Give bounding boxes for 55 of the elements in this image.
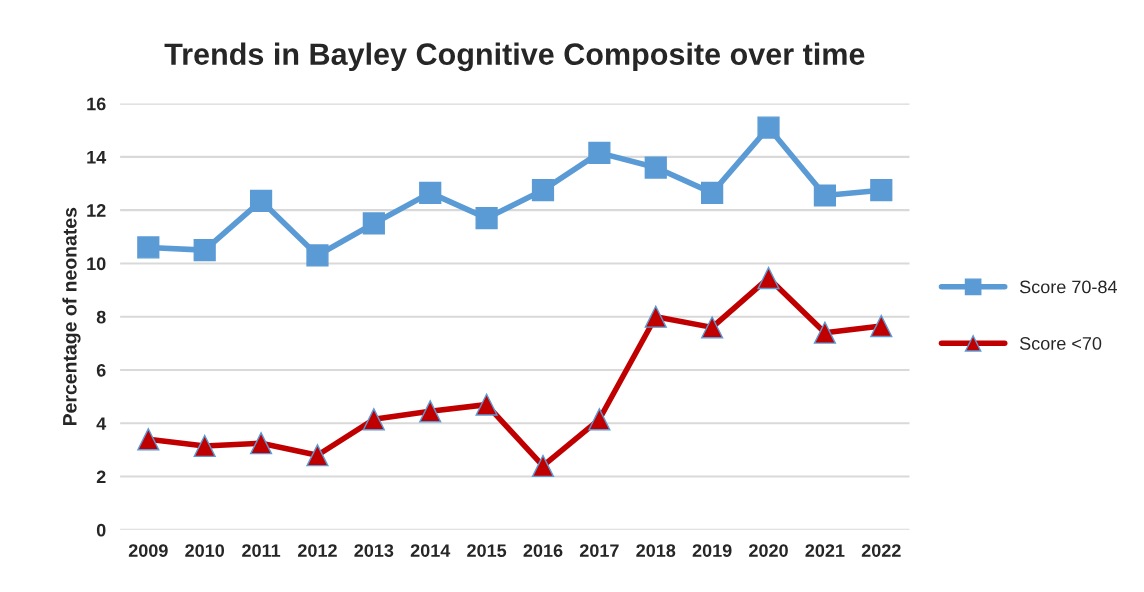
y-tick-label: 16 bbox=[87, 97, 106, 111]
x-tick-label: 2009 bbox=[128, 544, 168, 557]
y-tick-label: 4 bbox=[96, 417, 107, 430]
point bbox=[701, 181, 724, 204]
x-tick-label: 2020 bbox=[749, 544, 788, 557]
x-tick-label: 2021 bbox=[805, 544, 845, 557]
point bbox=[531, 454, 555, 478]
point bbox=[137, 236, 160, 259]
legend-label: Score <70 bbox=[1019, 337, 1102, 350]
point bbox=[249, 432, 273, 455]
point bbox=[306, 244, 329, 267]
point bbox=[249, 189, 273, 212]
x-tick-label: 2015 bbox=[467, 544, 507, 557]
legend-label: Score 70-84 bbox=[1019, 280, 1117, 294]
point bbox=[419, 400, 442, 423]
point bbox=[644, 305, 667, 328]
point bbox=[813, 184, 837, 207]
y-tick-label: 14 bbox=[87, 151, 107, 164]
x-tick-label: 2010 bbox=[185, 544, 225, 557]
point bbox=[362, 212, 385, 235]
y-tick-label: 12 bbox=[87, 204, 106, 217]
y-tick-label: 2 bbox=[96, 470, 106, 484]
point bbox=[475, 393, 498, 416]
point bbox=[475, 207, 498, 230]
point bbox=[137, 428, 160, 451]
point bbox=[306, 444, 329, 467]
point bbox=[193, 239, 216, 262]
x-tick-label: 2016 bbox=[523, 544, 563, 557]
y-tick-label: 6 bbox=[96, 363, 106, 377]
x-tick-label: 2014 bbox=[410, 544, 451, 557]
point bbox=[419, 181, 442, 204]
point bbox=[813, 321, 837, 344]
y-tick-label: 0 bbox=[96, 523, 106, 537]
point bbox=[870, 314, 893, 338]
x-tick-label: 2017 bbox=[579, 544, 619, 557]
point bbox=[644, 156, 667, 179]
point bbox=[757, 266, 780, 290]
y-axis-title: Percentage of neonates bbox=[62, 207, 81, 426]
point bbox=[531, 179, 555, 202]
point bbox=[870, 179, 893, 202]
x-tick-label: 2019 bbox=[692, 544, 732, 557]
point bbox=[588, 141, 611, 164]
x-tick-label: 2013 bbox=[354, 544, 394, 558]
point bbox=[193, 434, 216, 458]
point bbox=[757, 116, 780, 139]
point bbox=[588, 408, 611, 431]
point bbox=[362, 408, 385, 431]
x-tick-label: 2018 bbox=[636, 544, 676, 557]
y-tick-label: 8 bbox=[96, 310, 106, 324]
x-tick-label: 2011 bbox=[242, 544, 281, 557]
chart-title: Trends in Bayley Cognitive Composite over time bbox=[164, 42, 865, 72]
point bbox=[701, 316, 724, 339]
x-tick-label: 2022 bbox=[861, 544, 901, 557]
x-tick-label: 2012 bbox=[298, 544, 337, 557]
y-tick-label: 10 bbox=[87, 257, 106, 271]
